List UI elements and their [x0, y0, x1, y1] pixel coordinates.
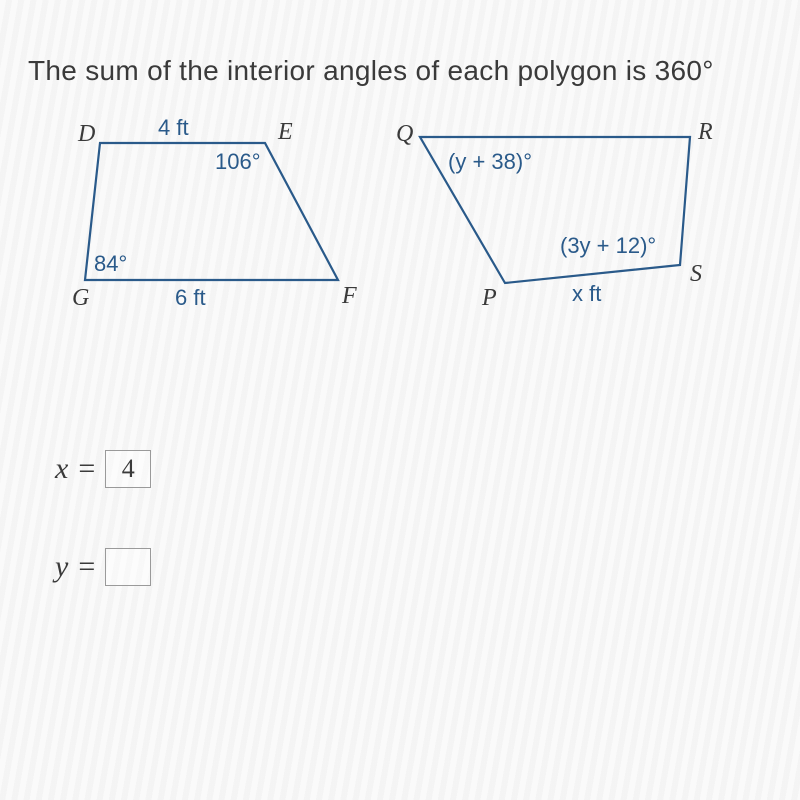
answer-x-input[interactable]: 4 — [105, 450, 151, 488]
page-content: The sum of the interior angles of each p… — [0, 0, 800, 800]
angle-e: 106° — [215, 149, 261, 174]
angle-g: 84° — [94, 251, 127, 276]
answer-x-row: x = 4 — [55, 450, 151, 488]
answer-y-input[interactable] — [105, 548, 151, 586]
answer-y-row: y = — [55, 548, 151, 586]
vertex-s: S — [690, 261, 702, 287]
problem-statement: The sum of the interior angles of each p… — [28, 55, 780, 87]
vertex-p: P — [481, 285, 497, 311]
vertex-r: R — [697, 119, 713, 145]
side-de-length: 4 ft — [158, 115, 189, 140]
vertex-q: Q — [396, 121, 413, 147]
angle-s: (3y + 12)° — [560, 233, 656, 258]
vertex-g: G — [72, 285, 89, 311]
angle-q: (y + 38)° — [448, 149, 532, 174]
answer-x-var: x — [55, 452, 68, 486]
answers-area: x = 4 y = — [55, 450, 151, 646]
polygon-defg: D E F G 4 ft 106° 84° 6 ft — [80, 125, 380, 325]
answer-y-var: y — [55, 550, 68, 584]
side-ps-length: x ft — [572, 281, 601, 306]
equals-sign: = — [78, 550, 95, 584]
polygon-qrsp: Q R S P (y + 38)° (3y + 12)° x ft — [410, 125, 740, 335]
side-gf-length: 6 ft — [175, 285, 206, 310]
vertex-e: E — [277, 119, 293, 145]
figures-area: D E F G 4 ft 106° 84° 6 ft Q R S P (y + … — [60, 115, 760, 365]
equals-sign: = — [78, 452, 95, 486]
vertex-f: F — [341, 283, 357, 309]
vertex-d: D — [77, 121, 95, 147]
